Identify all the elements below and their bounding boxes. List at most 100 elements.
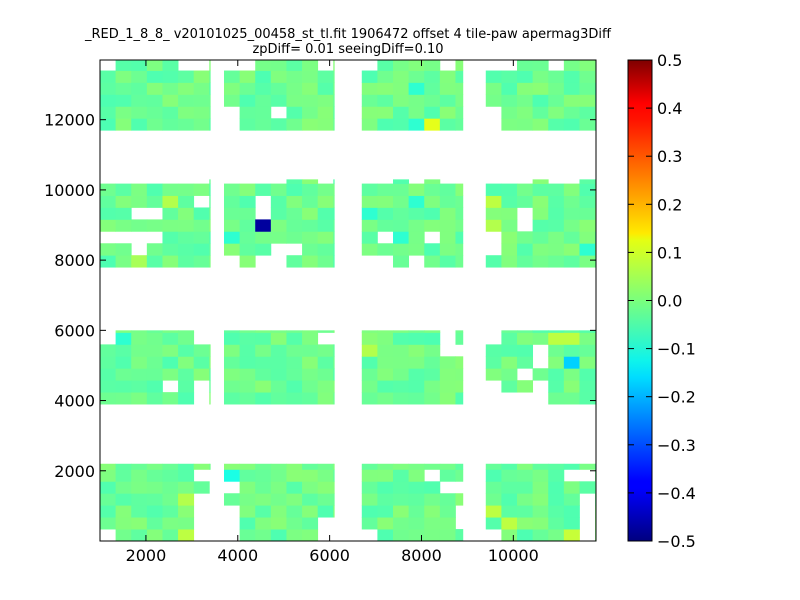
heatmap-cell (517, 517, 534, 530)
heatmap-cell (563, 529, 580, 541)
heatmap-cell (115, 60, 132, 71)
x-tick-label: 8000 (401, 546, 442, 565)
heatmap-cell (224, 207, 241, 220)
y-tick-label: 12000 (44, 111, 95, 130)
heatmap-cell (317, 195, 334, 208)
heatmap-cell (563, 207, 580, 220)
heatmap-cell (193, 481, 210, 494)
heatmap-cell (485, 356, 502, 369)
heatmap-cell (501, 481, 518, 494)
heatmap-cell (286, 207, 303, 220)
heatmap-cell (162, 505, 179, 518)
heatmap-cell (579, 332, 596, 345)
heatmap-cell (224, 493, 241, 506)
heatmap-cell (270, 195, 287, 208)
heatmap-cell (333, 463, 335, 470)
heatmap-cell (501, 195, 518, 208)
heatmap-cell (193, 183, 210, 196)
heatmap-cell (393, 356, 410, 369)
heatmap-cell (455, 231, 464, 244)
x-tick-label: 4000 (217, 546, 258, 565)
heatmap-cell (393, 529, 410, 541)
heatmap-cell (408, 94, 425, 107)
heatmap-cell (485, 517, 502, 530)
heatmap-cell (178, 493, 195, 506)
heatmap-cell (548, 195, 565, 208)
heatmap-cell (270, 356, 287, 369)
heatmap-cell (317, 207, 334, 220)
heatmap-cell (361, 94, 378, 107)
heatmap-cell (302, 469, 319, 482)
heatmap-cell (424, 70, 441, 83)
heatmap-cell (408, 60, 425, 71)
heatmap-cell (255, 380, 272, 393)
heatmap-cell (333, 106, 335, 119)
heatmap-cell (209, 179, 211, 184)
heatmap-cell (270, 332, 287, 345)
heatmap-cell (455, 368, 464, 381)
heatmap-cell (270, 368, 287, 381)
heatmap-cell (209, 368, 211, 381)
heatmap-cell (485, 505, 502, 518)
heatmap-cell (178, 219, 195, 232)
heatmap-cell (501, 183, 518, 196)
heatmap-cell (115, 219, 132, 232)
heatmap-cell (146, 493, 163, 506)
heatmap-cell (532, 118, 549, 131)
heatmap-cell (162, 481, 179, 494)
heatmap-cell (361, 70, 378, 83)
heatmap-cell (270, 183, 287, 196)
heatmap-cell (532, 106, 549, 119)
heatmap-cell (270, 94, 287, 107)
heatmap-cell (286, 481, 303, 494)
heatmap-cell (393, 392, 410, 405)
heatmap-cell (532, 94, 549, 107)
heatmap-cell (377, 469, 394, 482)
heatmap-cell (548, 529, 565, 541)
heatmap-cell (255, 517, 272, 530)
heatmap-cell (579, 106, 596, 119)
heatmap-cell (239, 118, 256, 131)
heatmap-cell (193, 70, 210, 83)
heatmap-cell (209, 344, 211, 357)
heatmap-cell (333, 243, 335, 256)
heatmap-cell (302, 517, 319, 530)
heatmap-cell (424, 94, 441, 107)
heatmap-cell (455, 392, 464, 405)
heatmap-cell (224, 332, 241, 345)
heatmap-cell (146, 106, 163, 119)
heatmap-cell (100, 183, 117, 196)
colorbar-tick-label: 0.3 (657, 147, 682, 166)
heatmap-cell (517, 356, 534, 369)
heatmap-cell (131, 392, 148, 405)
heatmap-cell (146, 255, 163, 268)
heatmap-cell (209, 94, 211, 107)
heatmap-cell (532, 60, 549, 71)
heatmap-cell (224, 330, 241, 333)
heatmap-cell (548, 219, 565, 232)
heatmap-cell (302, 529, 319, 541)
heatmap-cell (255, 243, 272, 256)
heatmap-cell (146, 469, 163, 482)
heatmap-cell (563, 106, 580, 119)
heatmap-cell (115, 330, 132, 333)
heatmap-cell (548, 392, 565, 405)
heatmap-cell (517, 94, 534, 107)
heatmap-cell (563, 195, 580, 208)
heatmap-cell (548, 517, 565, 530)
heatmap-cell (393, 60, 410, 71)
heatmap-cell (393, 82, 410, 95)
heatmap-cell (146, 330, 163, 333)
heatmap-cell (501, 469, 518, 482)
heatmap-cell (579, 207, 596, 220)
plot-frame (99, 59, 597, 542)
heatmap-cell (361, 505, 378, 518)
heatmap-cell (255, 344, 272, 357)
heatmap-cell (501, 505, 518, 518)
heatmap-cell (317, 380, 334, 393)
heatmap-cell (302, 356, 319, 369)
heatmap-cell (100, 505, 117, 518)
heatmap-cell (100, 356, 117, 369)
heatmap-cell (146, 368, 163, 381)
